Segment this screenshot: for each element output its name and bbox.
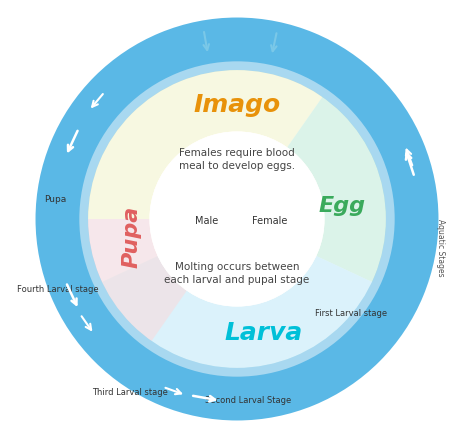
Wedge shape [36, 18, 438, 420]
Wedge shape [94, 219, 380, 377]
Wedge shape [79, 219, 237, 348]
Text: Fourth Larval stage: Fourth Larval stage [17, 285, 98, 293]
Wedge shape [79, 219, 237, 348]
Text: Molting occurs between
each larval and pupal stage: Molting occurs between each larval and p… [164, 262, 310, 285]
Circle shape [149, 131, 325, 307]
Text: Larva: Larva [224, 321, 302, 345]
Text: Egg: Egg [319, 196, 365, 216]
Text: Female: Female [252, 216, 288, 226]
Wedge shape [237, 90, 395, 286]
Text: Females require blood
meal to develop eggs.: Females require blood meal to develop eg… [179, 148, 295, 171]
Wedge shape [79, 61, 328, 219]
Text: Second Larval Stage: Second Larval Stage [205, 396, 291, 405]
Wedge shape [79, 219, 237, 348]
Text: Imago: Imago [193, 93, 281, 117]
Wedge shape [88, 70, 386, 368]
Wedge shape [79, 61, 328, 219]
Text: Pupa: Pupa [44, 195, 66, 204]
Wedge shape [79, 61, 328, 219]
Text: Pupa: Pupa [122, 205, 142, 268]
Wedge shape [94, 219, 380, 377]
Wedge shape [77, 59, 397, 379]
Wedge shape [94, 219, 380, 377]
Text: Third Larval stage: Third Larval stage [92, 388, 168, 396]
Text: Male: Male [195, 216, 218, 226]
Wedge shape [237, 90, 395, 286]
Text: Aquatic Stages: Aquatic Stages [436, 219, 445, 276]
Circle shape [149, 131, 325, 307]
Wedge shape [80, 61, 316, 219]
Wedge shape [237, 90, 395, 286]
Circle shape [79, 61, 395, 377]
Text: First Larval stage: First Larval stage [315, 309, 387, 318]
